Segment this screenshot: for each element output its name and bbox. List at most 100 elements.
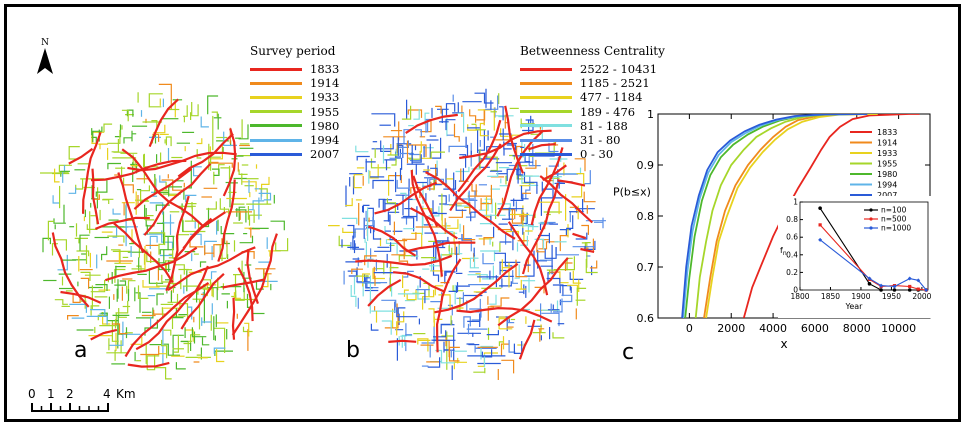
minor-street xyxy=(515,279,527,290)
minor-street xyxy=(263,268,272,275)
major-road xyxy=(457,119,502,193)
minor-street xyxy=(156,293,164,306)
minor-street xyxy=(90,309,106,316)
minor-street xyxy=(448,145,467,153)
minor-street xyxy=(362,204,370,213)
minor-street xyxy=(151,120,158,129)
minor-street xyxy=(352,235,365,250)
y-tick-label: 1 xyxy=(647,108,654,121)
minor-street xyxy=(364,255,377,266)
minor-street xyxy=(231,275,237,298)
minor-street xyxy=(534,286,545,294)
minor-street xyxy=(490,297,510,307)
inset-point xyxy=(818,223,822,227)
betweenness-legend: Betweenness Centrality 2522 - 10431 1185 … xyxy=(520,44,665,161)
minor-street xyxy=(406,144,427,157)
minor-street xyxy=(92,126,103,143)
minor-street xyxy=(93,194,100,200)
minor-street xyxy=(207,95,219,115)
x-tick-label: 10000 xyxy=(881,322,916,335)
minor-street xyxy=(559,229,571,237)
inset-plot-area xyxy=(799,201,929,291)
inset-point xyxy=(892,288,897,292)
legend-label: 1833 xyxy=(877,128,897,137)
minor-street xyxy=(432,264,440,282)
inset-point xyxy=(907,288,912,292)
minor-street xyxy=(353,174,364,189)
major-road xyxy=(496,130,544,217)
major-road xyxy=(504,105,525,174)
minor-street xyxy=(328,225,340,227)
minor-street xyxy=(199,261,207,268)
minor-street xyxy=(576,287,587,306)
major-road xyxy=(435,258,462,353)
minor-street xyxy=(254,188,262,200)
minor-street xyxy=(371,137,394,150)
minor-street xyxy=(200,116,209,128)
minor-street xyxy=(538,241,558,250)
survey-legend-swatch xyxy=(250,81,302,85)
minor-street xyxy=(459,154,467,168)
minor-street xyxy=(189,240,204,248)
inset-x-tick-label: 1950 xyxy=(882,292,901,301)
minor-street xyxy=(161,179,185,191)
series-line-1833 xyxy=(742,114,920,318)
scale-unit: Km xyxy=(116,387,136,401)
minor-street xyxy=(473,368,486,374)
major-road xyxy=(355,254,453,267)
minor-street xyxy=(564,262,573,271)
minor-street xyxy=(223,131,237,146)
major-road xyxy=(133,168,193,210)
inset-point xyxy=(908,284,912,289)
major-road xyxy=(412,175,439,227)
minor-street xyxy=(452,285,464,292)
minor-street xyxy=(455,191,467,211)
minor-street xyxy=(374,242,392,252)
minor-street xyxy=(220,226,235,235)
minor-street xyxy=(552,176,562,189)
bc-legend-title: Betweenness Centrality xyxy=(520,44,665,58)
minor-street xyxy=(576,173,585,185)
minor-street xyxy=(513,341,523,354)
inset-x-axis-label: Year xyxy=(845,302,864,311)
major-road xyxy=(410,169,443,277)
legend-label: 2007 xyxy=(877,191,897,200)
minor-street xyxy=(184,329,194,342)
minor-street xyxy=(248,200,265,211)
minor-street xyxy=(365,210,375,233)
major-road xyxy=(217,179,236,262)
minor-street xyxy=(114,280,127,286)
major-road xyxy=(405,113,458,135)
minor-street xyxy=(435,105,442,114)
inset-point xyxy=(924,288,929,292)
minor-street xyxy=(158,249,166,264)
minor-street xyxy=(372,225,382,240)
minor-street xyxy=(407,109,423,118)
minor-street xyxy=(474,92,494,104)
minor-street xyxy=(47,220,55,241)
minor-street xyxy=(163,329,172,336)
bc-legend-label: 81 - 188 xyxy=(580,118,628,133)
inset-point xyxy=(879,283,884,288)
minor-street xyxy=(76,250,90,257)
survey-legend-row: 1994 xyxy=(250,133,339,147)
minor-street xyxy=(521,175,540,184)
x-tick-label: 8000 xyxy=(843,322,871,335)
panel-label-c: c xyxy=(622,340,635,365)
minor-street xyxy=(366,227,372,234)
minor-street xyxy=(142,280,160,288)
major-road xyxy=(497,257,569,327)
minor-street xyxy=(53,218,66,224)
minor-street xyxy=(419,150,433,159)
minor-street xyxy=(74,237,88,244)
minor-street xyxy=(213,347,226,354)
minor-street xyxy=(482,265,494,280)
minor-street xyxy=(99,312,117,327)
bc-legend-label: 0 - 30 xyxy=(580,147,614,162)
minor-street xyxy=(498,341,504,347)
major-road xyxy=(165,195,190,292)
minor-street xyxy=(61,259,77,265)
major-road xyxy=(60,290,102,304)
minor-street xyxy=(447,304,453,316)
minor-street xyxy=(102,199,110,204)
